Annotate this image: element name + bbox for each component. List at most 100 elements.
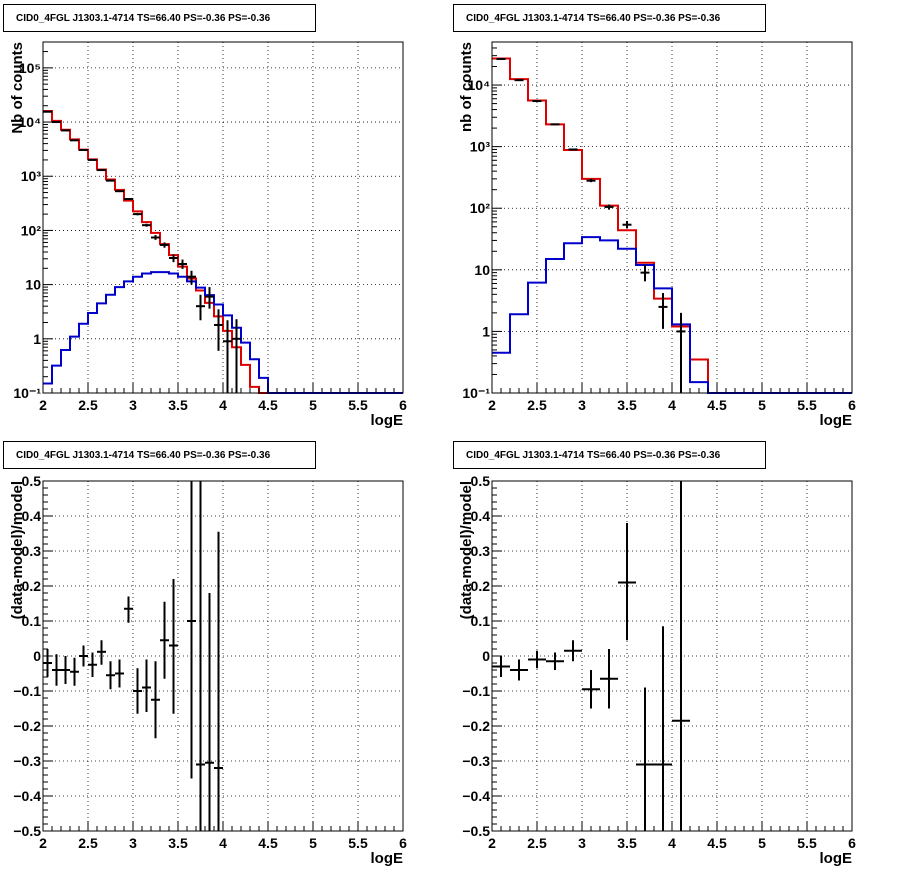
y-tick-label: 0 [33,648,41,664]
data-point [151,661,160,739]
x-axis-label: logE [820,412,853,429]
x-tick-label: 4.5 [258,835,278,851]
data-point [115,190,124,193]
y-tick-label: −0.2 [462,718,490,734]
data-point [205,593,214,831]
data-point [187,270,196,285]
y-tick-label: 1 [482,323,490,339]
y-axis-label: nb of counts [458,42,475,132]
data-point [43,110,52,113]
x-axis-label: logE [371,412,404,429]
data-point [622,221,632,229]
y-tick-label: −0.5 [13,823,41,839]
data-point [124,596,133,623]
x-tick-label: 2 [488,835,496,851]
y-tick-label: −0.2 [13,718,41,734]
x-tick-label: 5.5 [797,835,817,851]
y-tick-label: 10² [21,222,42,238]
x-tick-label: 3.5 [617,397,637,413]
data-point [61,656,70,684]
x-tick-label: 5.5 [348,835,368,851]
data-point [568,148,578,151]
x-tick-label: 5 [758,835,766,851]
x-tick-label: 5 [758,397,766,413]
data-point [187,481,196,779]
panel-title-spectrum-right: CID0_4FGL J1303.1-4714 TS=66.40 PS=-0.36… [453,4,766,32]
data-point [654,626,672,831]
y-tick-label: 10² [470,200,491,216]
y-tick-label: 10³ [470,139,491,155]
data-point [600,649,618,709]
panel-title-spectrum-left: CID0_4FGL J1303.1-4714 TS=66.40 PS=-0.36… [3,4,316,32]
y-tick-label: 0.2 [22,578,42,594]
y-axis-label: (data-model)/model [9,481,26,619]
y-tick-label: 10 [474,262,490,278]
data-point [133,212,142,216]
x-tick-label: 2.5 [527,397,547,413]
data-point [142,223,151,227]
x-axis-label: logE [371,850,404,867]
y-tick-label: 0.1 [22,613,42,629]
x-tick-label: 4 [219,835,227,851]
panel-2: 2 2.5 3 3.5 4 4.5 5 5.5 6 −0.5 −0.4 −0.3 −0.2 −0.1 0 0.… [9,473,407,867]
data-point [151,235,160,240]
panel-1: 2 2.5 3 3.5 4 4.5 5 5.5 6 10⁻¹ 1 10 10² 10³ 10⁴ logE nb … [458,41,856,429]
data-point [124,198,133,201]
data-point [79,148,88,151]
y-tick-label: 0.5 [22,473,42,489]
x-tick-label: 3.5 [168,835,188,851]
y-tick-label: −0.3 [462,753,490,769]
data-point [169,254,178,263]
x-axis-label: logE [820,850,853,867]
x-tick-label: 4 [668,835,676,851]
data-point [510,659,528,681]
data-point [196,481,205,831]
x-tick-label: 3 [578,397,586,413]
x-tick-label: 4.5 [707,397,727,413]
x-tick-label: 6 [399,835,407,851]
data-point [676,312,686,393]
data-point [636,687,654,831]
data-point [618,523,636,641]
data-point [61,129,70,132]
x-tick-label: 5 [309,835,317,851]
y-tick-label: 10⁵ [19,60,41,76]
data-point [582,670,600,709]
data-point [205,287,214,309]
y-tick-label: 1 [33,331,41,347]
y-tick-label: 0.4 [22,508,42,524]
data-point [658,293,668,329]
y-tick-label: −0.1 [462,683,490,699]
y-tick-label: 0.3 [22,543,42,559]
data-point [52,654,61,686]
x-tick-label: 4 [668,397,676,413]
data-point [160,601,169,679]
y-tick-label: 0.2 [471,578,491,594]
y-tick-label: 10⁴ [468,77,491,93]
x-tick-label: 5 [309,397,317,413]
y-tick-label: −0.5 [462,823,490,839]
data-point [142,659,151,712]
data-point [604,204,614,210]
x-tick-label: 3.5 [168,397,188,413]
data-point [97,640,106,665]
data-point [214,309,223,351]
y-tick-label: 0.3 [471,543,491,559]
data-point [52,121,61,124]
data-point [160,242,169,248]
data-point [514,79,524,82]
data-point [672,481,690,831]
y-tick-label: 10³ [21,168,42,184]
y-tick-label: −0.4 [462,788,490,804]
data-point [70,139,79,142]
data-point [564,640,582,662]
data-point [496,57,506,60]
x-tick-label: 5.5 [348,397,368,413]
data-point [97,169,106,172]
data-point [106,661,115,690]
y-tick-label: −0.4 [13,788,41,804]
x-tick-label: 4 [219,397,227,413]
data-point [88,158,97,161]
x-tick-label: 2 [488,397,496,413]
